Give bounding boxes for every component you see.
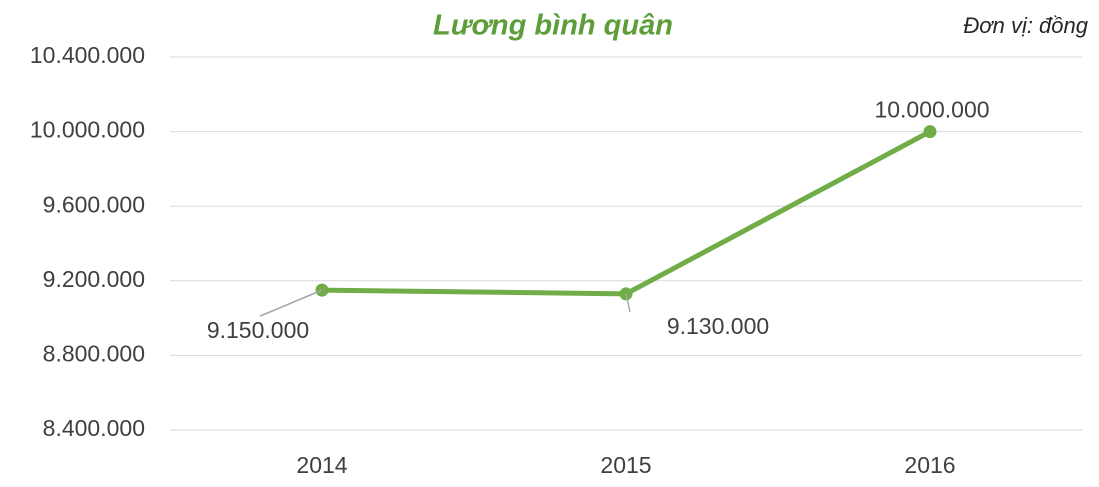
y-tick-label: 10.000.000 [30, 117, 145, 143]
y-tick-label: 8.800.000 [43, 340, 145, 366]
y-tick-label: 9.600.000 [43, 191, 145, 217]
y-tick-label: 8.400.000 [43, 415, 145, 441]
data-label: 9.130.000 [667, 313, 769, 339]
data-label: 9.150.000 [207, 317, 309, 343]
y-tick-label: 9.200.000 [43, 266, 145, 292]
y-tick-label: 10.400.000 [30, 42, 145, 68]
x-tick-label: 2014 [296, 452, 347, 478]
marker [923, 125, 937, 139]
line [321, 129, 932, 297]
x-tick-label: 2016 [904, 452, 955, 478]
leader-line [259, 289, 323, 317]
leader-line [625, 293, 631, 313]
data-label: 10.000.000 [874, 97, 989, 123]
x-tick-label: 2015 [600, 452, 651, 478]
unit-note: Đơn vị: đồng [963, 13, 1088, 38]
chart-title: Lương bình quân [433, 10, 673, 42]
